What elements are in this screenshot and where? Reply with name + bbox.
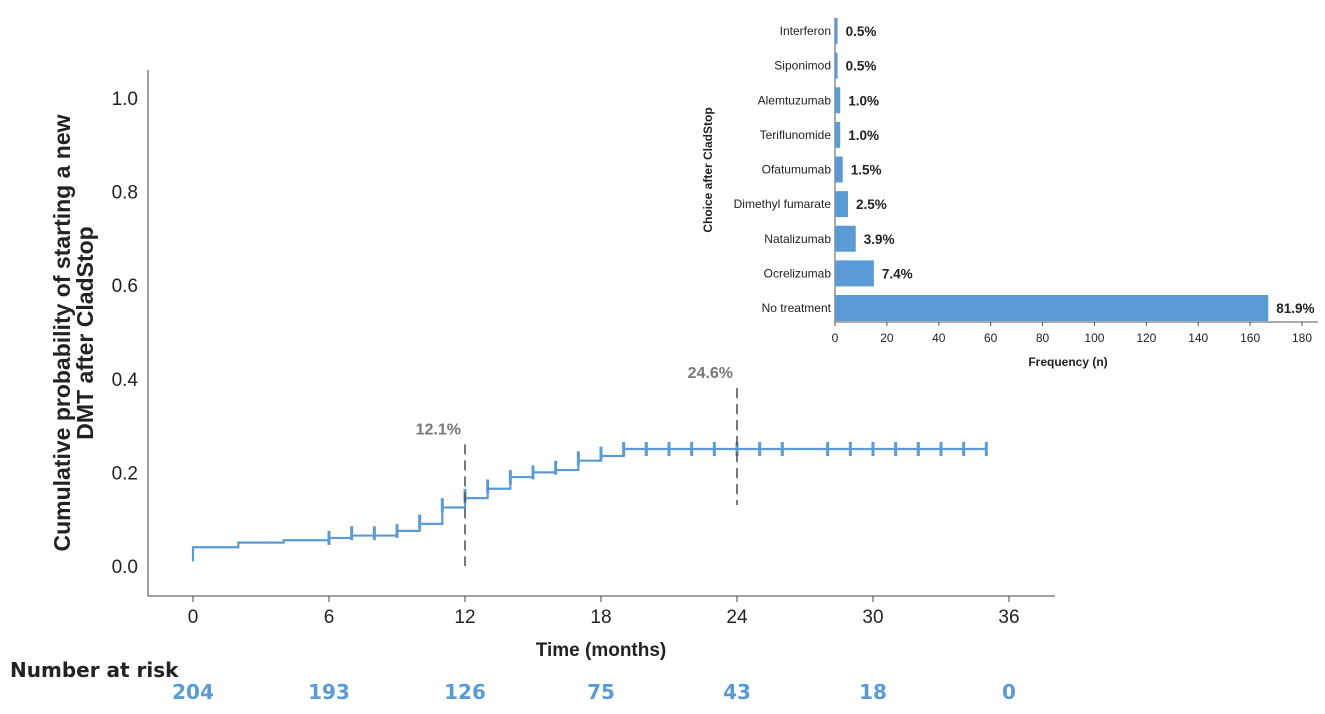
inset-bar-value-label: 0.5% [846, 24, 877, 39]
inset-bar [835, 87, 841, 114]
inset-bar [835, 260, 874, 287]
y-tick-label: 0.2 [112, 463, 138, 484]
inset-bar-value-label: 2.5% [856, 197, 887, 212]
inset-x-tick-label: 60 [984, 331, 998, 345]
y-tick-label: 0.8 [112, 183, 138, 204]
inset-x-axis-label: Frequency (n) [1028, 355, 1107, 369]
inset-x-tick-label: 20 [880, 331, 894, 345]
inset-category-label: Siponimod [774, 59, 831, 73]
inset-bar [835, 121, 841, 148]
x-tick-label: 18 [590, 607, 611, 628]
y-tick-label: 0.6 [112, 276, 138, 297]
x-tick-label: 12 [454, 607, 475, 628]
inset-y-axis-label: Choice after CladStop [701, 107, 715, 232]
reference-label: 12.1% [416, 421, 461, 438]
risk-count: 193 [308, 680, 350, 704]
y-axis-label-line: Cumulative probability of starting a new [49, 114, 75, 551]
inset-bar-value-label: 1.5% [851, 163, 882, 178]
risk-count: 75 [587, 680, 615, 704]
y-tick-label: 1.0 [112, 89, 138, 110]
inset-bar [835, 18, 838, 44]
inset-category-label: Alemtuzumab [758, 93, 832, 107]
inset-bar [835, 295, 1269, 321]
inset-bar [835, 191, 848, 218]
inset-bar-value-label: 3.9% [864, 232, 895, 247]
risk-count: 204 [172, 680, 214, 704]
x-tick-label: 24 [726, 607, 748, 628]
inset-bar [835, 52, 838, 79]
inset-x-tick-label: 120 [1136, 331, 1156, 345]
x-tick-label: 30 [862, 607, 883, 628]
x-axis-label: Time (months) [536, 640, 667, 661]
x-tick-label: 36 [998, 607, 1019, 628]
x-tick-label: 0 [188, 607, 199, 628]
y-tick-label: 0.0 [112, 557, 138, 578]
inset-bar [835, 156, 843, 183]
risk-count: 18 [859, 680, 887, 704]
inset-x-tick-label: 100 [1084, 331, 1104, 345]
inset-bar [835, 225, 856, 252]
y-tick-label: 0.4 [112, 370, 139, 391]
inset-category-label: Dimethyl fumarate [734, 197, 832, 211]
inset-bar-value-label: 81.9% [1276, 301, 1314, 316]
risk-table-title: Number at risk [10, 658, 179, 682]
inset-category-label: Ocrelizumab [764, 266, 832, 280]
inset-x-tick-label: 80 [1036, 331, 1050, 345]
risk-count: 126 [444, 680, 486, 704]
inset-category-label: Natalizumab [764, 232, 831, 246]
km-step-line [191, 447, 987, 562]
inset-bar-value-label: 1.0% [848, 93, 879, 108]
inset-bar-value-label: 1.0% [848, 128, 879, 143]
inset-category-label: Ofatumumab [762, 163, 832, 177]
y-axis-label: Cumulative probability of starting a new… [49, 114, 98, 551]
inset-bar-value-label: 0.5% [846, 59, 877, 74]
inset-category-label: No treatment [762, 301, 832, 315]
inset-category-label: Interferon [780, 24, 831, 38]
y-axis-label-line: DMT after CladStop [72, 226, 98, 439]
inset-x-tick-label: 160 [1240, 331, 1260, 345]
x-tick-label: 6 [324, 607, 335, 628]
inset-x-tick-label: 40 [932, 331, 946, 345]
inset-bar-value-label: 7.4% [882, 266, 913, 281]
risk-count: 0 [1002, 680, 1016, 704]
risk-count: 43 [723, 680, 751, 704]
reference-label: 24.6% [688, 365, 733, 382]
inset-x-tick-label: 140 [1188, 331, 1208, 345]
inset-x-tick-label: 180 [1292, 331, 1312, 345]
inset-x-tick-label: 0 [832, 331, 839, 345]
inset-category-label: Teriflunomide [760, 128, 832, 142]
